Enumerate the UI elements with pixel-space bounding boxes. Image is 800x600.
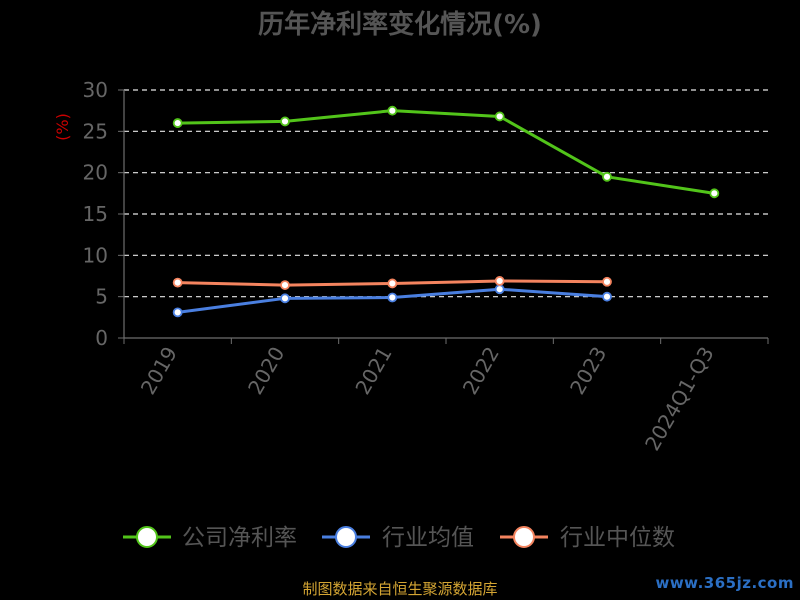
axes xyxy=(118,89,769,344)
legend-label: 公司净利率 xyxy=(182,525,297,551)
data-point xyxy=(494,111,505,122)
data-point xyxy=(602,291,612,302)
y-tick-label: 30 xyxy=(83,78,108,102)
legend-marker xyxy=(513,526,535,548)
series-lines xyxy=(172,105,720,318)
data-point xyxy=(172,277,183,288)
y-tick-label: 25 xyxy=(83,119,108,143)
data-point xyxy=(387,278,398,289)
legend-label: 行业均值 xyxy=(382,525,474,551)
y-tick-label: 15 xyxy=(83,202,108,226)
data-point xyxy=(280,116,290,127)
data-point xyxy=(494,276,505,286)
x-tick-labels: 2019 2020 2021 2022 2023 2024Q1-Q3 xyxy=(136,342,719,454)
y-tick-labels: 0 5 10 15 20 25 30 xyxy=(83,78,108,350)
legend-item: 公司净利率 xyxy=(123,525,297,551)
data-point xyxy=(280,280,290,290)
legend-marker xyxy=(335,526,357,548)
legend: 公司净利率 行业均值 行业中位数 xyxy=(123,525,675,551)
x-tick-label: 2020 xyxy=(243,343,289,399)
x-tick-label: 2024Q1-Q3 xyxy=(640,343,719,455)
x-tick-label: 2022 xyxy=(458,342,504,398)
watermark: www.365jz.com xyxy=(655,574,794,592)
legend-marker xyxy=(136,526,158,548)
data-point xyxy=(172,307,183,318)
data-point xyxy=(709,188,720,199)
legend-item: 行业中位数 xyxy=(500,525,675,551)
data-point xyxy=(602,276,612,287)
y-tick-label: 5 xyxy=(95,285,108,309)
series-line xyxy=(177,109,715,195)
data-point xyxy=(602,171,612,182)
x-tick-label: 2019 xyxy=(136,343,182,399)
data-point xyxy=(172,118,183,128)
y-tick-label: 0 xyxy=(95,326,108,350)
data-point xyxy=(387,105,398,116)
y-tick-label: 10 xyxy=(83,243,108,267)
legend-label: 行业中位数 xyxy=(560,525,675,551)
series-1 xyxy=(172,284,612,318)
legend-item: 行业均值 xyxy=(322,525,474,551)
y-axis-label: (%) xyxy=(53,113,72,141)
x-tick-label: 2021 xyxy=(350,343,396,399)
series-2 xyxy=(172,276,612,290)
series-0 xyxy=(172,105,720,199)
data-point xyxy=(494,284,505,295)
data-point xyxy=(280,293,290,304)
data-point xyxy=(387,292,398,303)
y-tick-label: 20 xyxy=(83,161,108,185)
chart-title: 历年净利率变化情况(%) xyxy=(258,9,542,40)
x-tick-label: 2023 xyxy=(565,343,611,399)
data-source-note: 制图数据来自恒生聚源数据库 xyxy=(302,580,498,598)
